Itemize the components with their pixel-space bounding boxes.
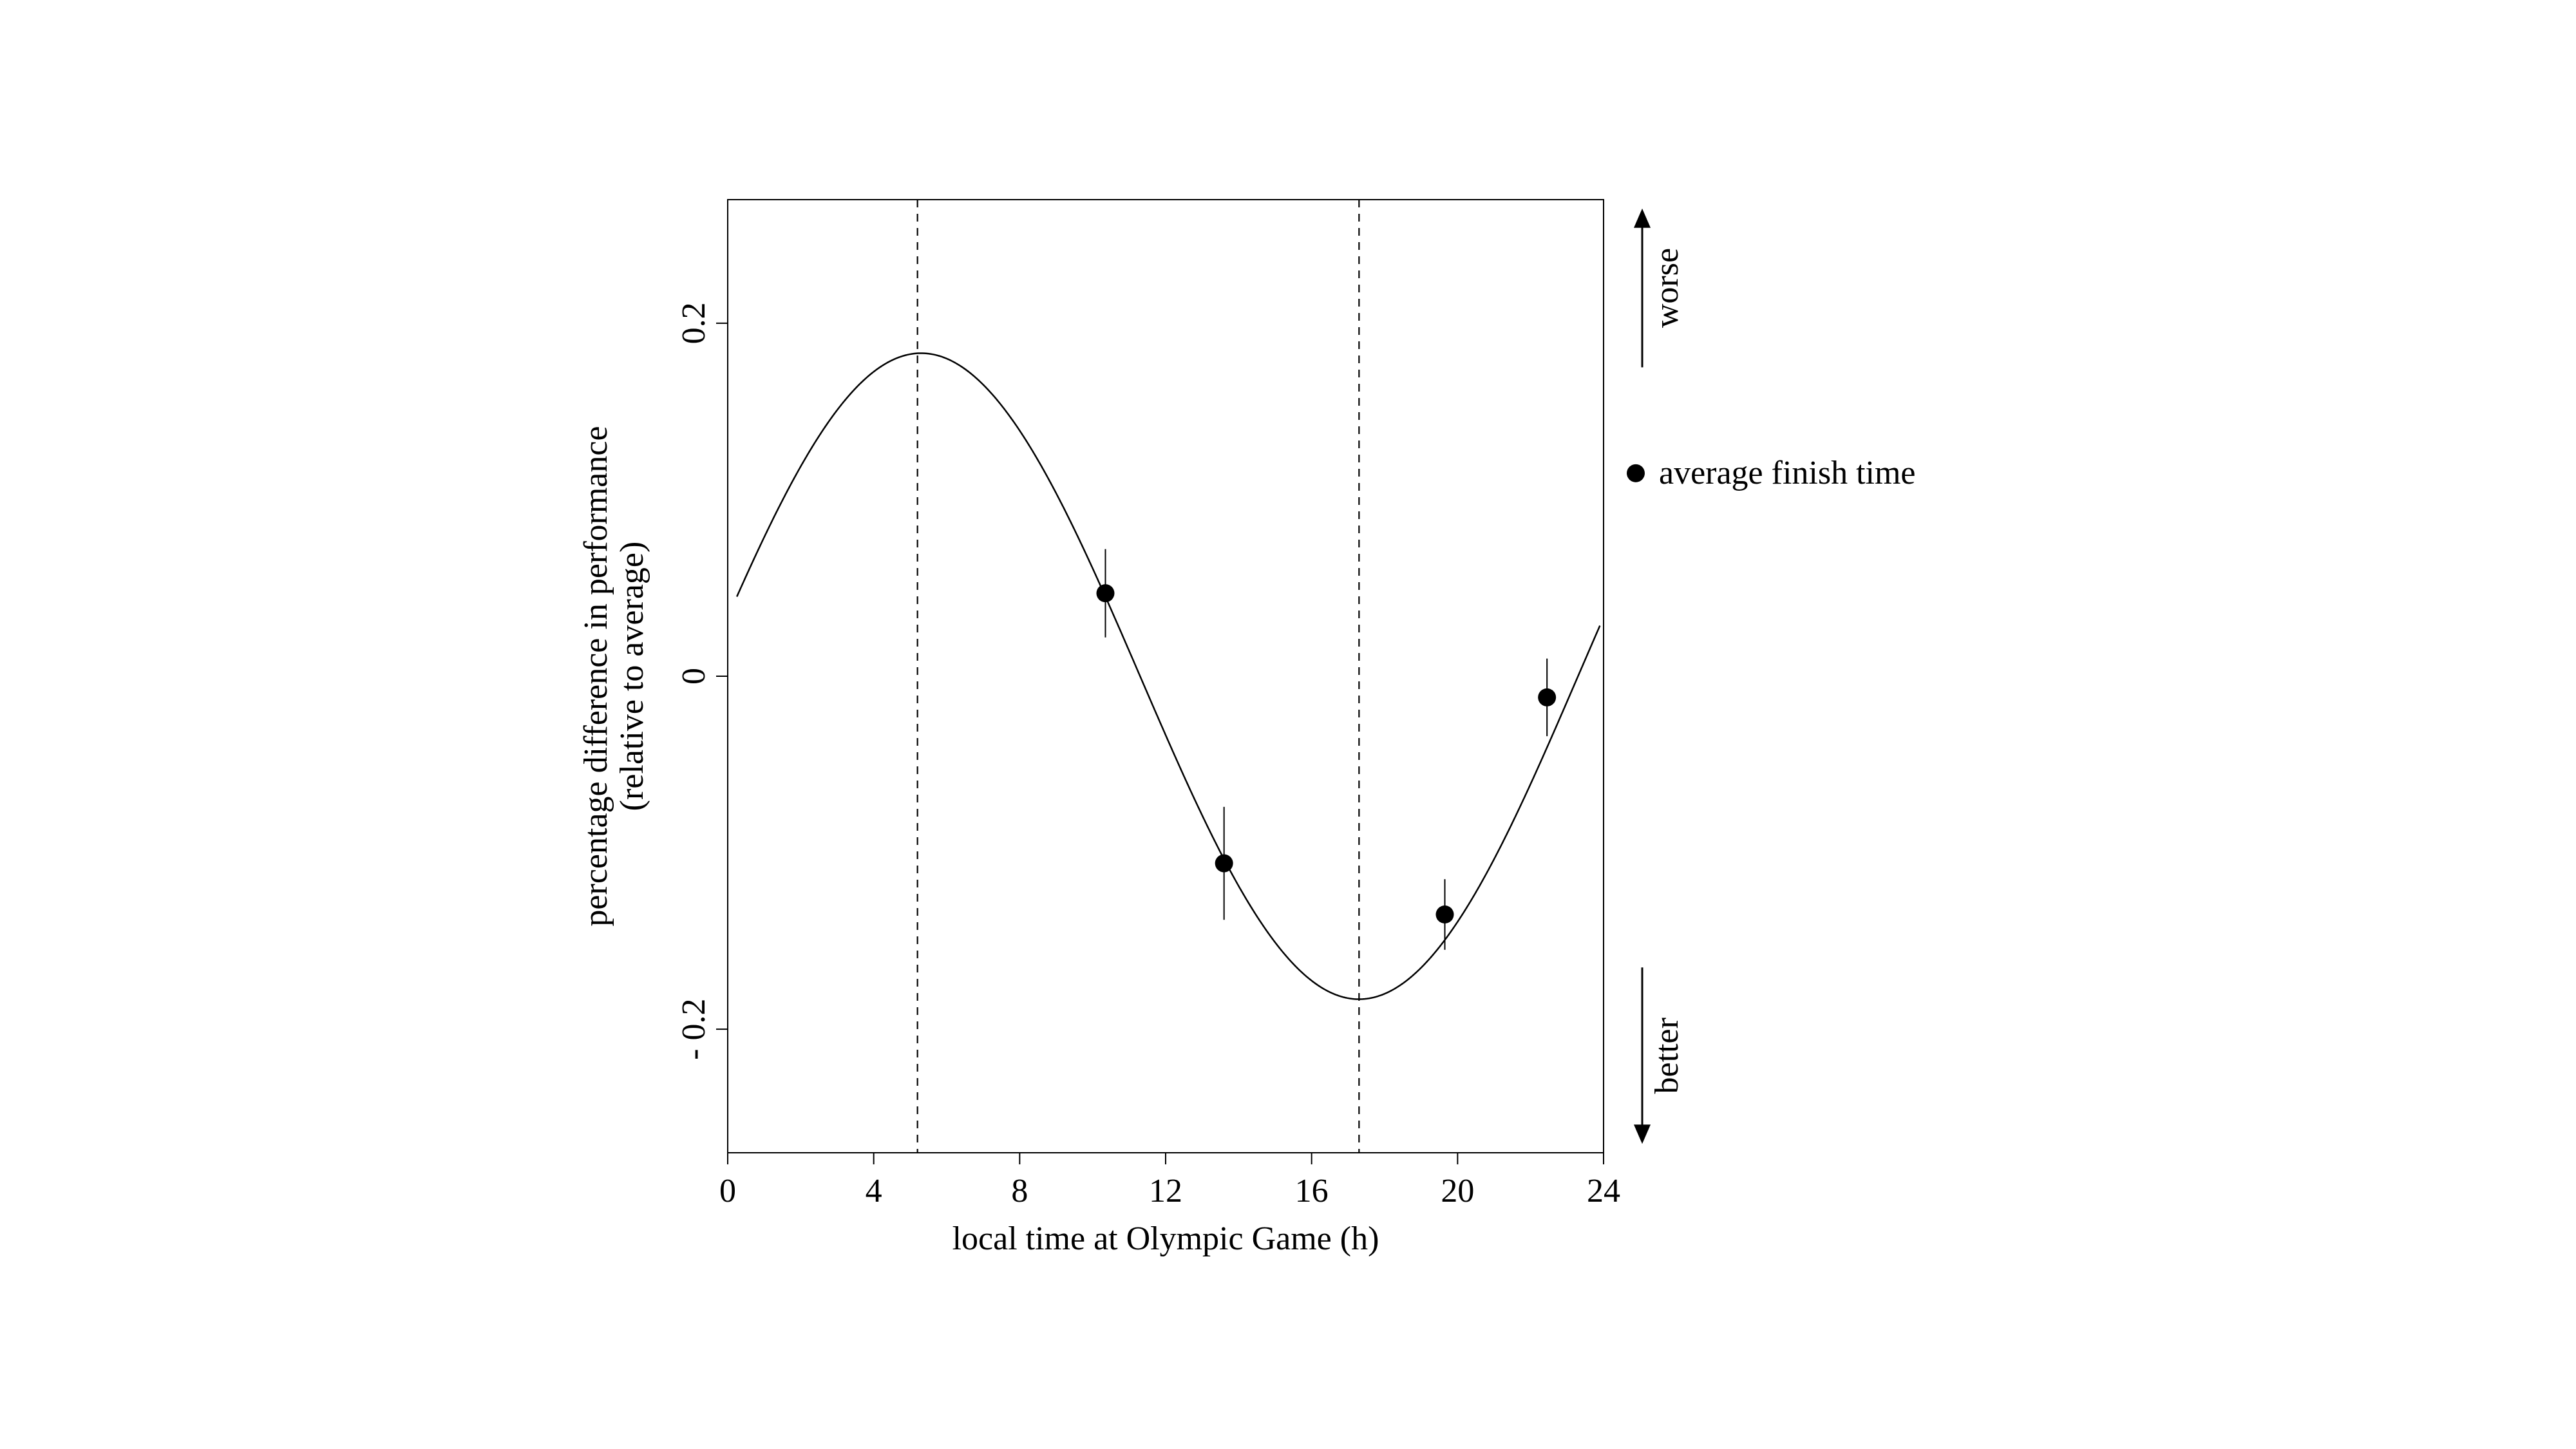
- better-label: better: [1649, 1018, 1685, 1094]
- worse-label: worse: [1649, 248, 1685, 328]
- x-tick-label: 4: [866, 1173, 882, 1209]
- x-axis-label: local time at Olympic Game (h): [952, 1220, 1379, 1257]
- performance-chart: 0 4 8 12 16 20 24 - 0.2 0 0.2 local time at Olympi…: [0, 0, 2576, 1449]
- x-tick-label: 8: [1011, 1173, 1028, 1209]
- x-tick-label: 16: [1295, 1173, 1329, 1209]
- data-point: [1097, 584, 1115, 602]
- data-point: [1538, 688, 1556, 706]
- data-point: [1215, 855, 1233, 873]
- data-point: [1436, 905, 1454, 923]
- x-tick-label: 20: [1441, 1173, 1474, 1209]
- x-tick-label: 0: [719, 1173, 736, 1209]
- y-tick-label: 0.2: [676, 302, 712, 344]
- y-tick-label: 0: [676, 668, 712, 685]
- chart-container: 0 4 8 12 16 20 24 - 0.2 0 0.2 local time at Olympi…: [0, 0, 2576, 1449]
- x-tick-label: 24: [1587, 1173, 1620, 1209]
- legend-marker: [1627, 464, 1645, 482]
- x-tick-label: 12: [1149, 1173, 1182, 1209]
- y-tick-label: - 0.2: [676, 998, 712, 1059]
- legend-label: average finish time: [1659, 455, 1916, 491]
